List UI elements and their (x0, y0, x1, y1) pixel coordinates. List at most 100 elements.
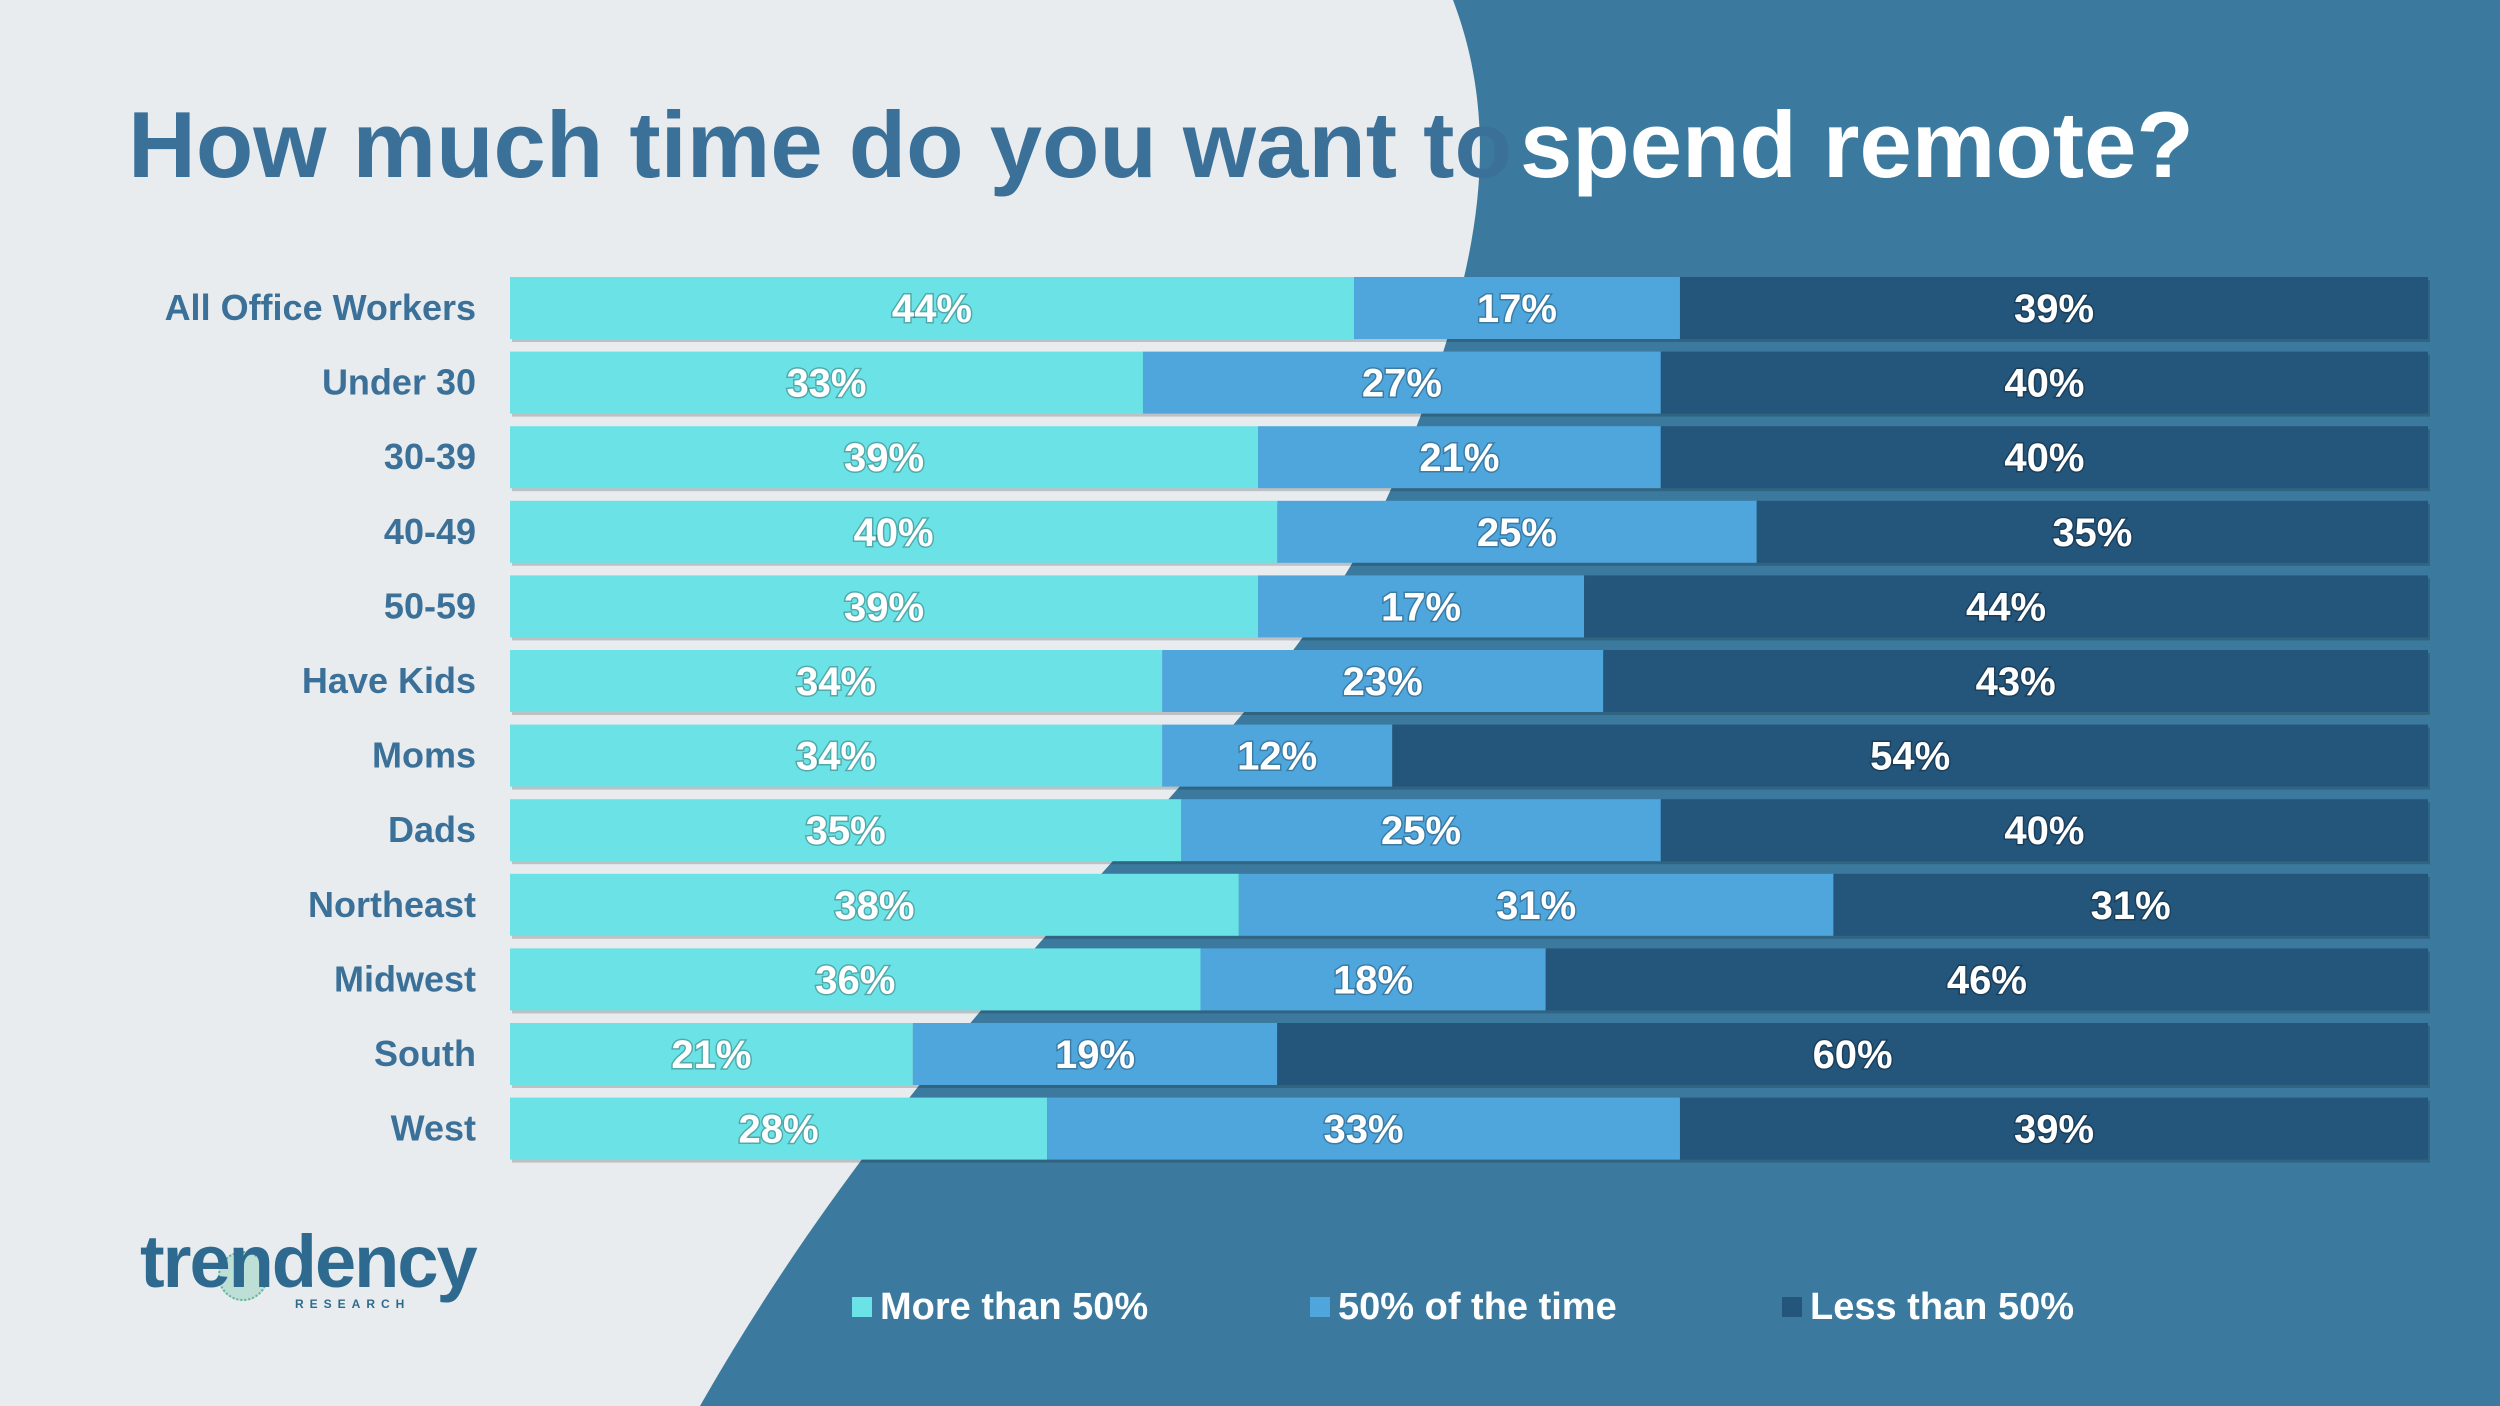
category-label-moms: Moms (372, 735, 476, 776)
legend-label-more-than-50: More than 50% (880, 1286, 1149, 1328)
bar-segment-have-kids-series-2 (1603, 650, 2428, 712)
bar-segment-west-series-0 (510, 1097, 1048, 1160)
chart-title-part1: How much time do you want to (128, 92, 1512, 197)
data-label-40-49-series-0: 40% (854, 511, 934, 555)
bar-segment-moms-series-0 (510, 724, 1163, 787)
data-label-west-series-2: 39% (2014, 1108, 2094, 1152)
bar-segment-west-series-1 (1047, 1097, 1680, 1160)
data-label-moms-series-0: 34% (796, 735, 876, 779)
data-label-50-59-series-1: 17% (1381, 585, 1461, 629)
bar-segment-under-30-series-0 (510, 351, 1143, 414)
data-label-west-series-1: 33% (1323, 1108, 1403, 1152)
bar-segment-30-39-series-1 (1258, 426, 1661, 489)
data-label-under-30-series-0: 33% (786, 362, 866, 406)
bar-segment-northeast-series-1 (1238, 873, 1834, 936)
data-label-south-series-0: 21% (671, 1033, 751, 1077)
data-label-moms-series-2: 54% (1870, 735, 1950, 779)
chart-title-part2: spend remote? (1520, 92, 2194, 197)
category-label-south: South (374, 1033, 476, 1074)
data-label-30-39-series-0: 39% (844, 436, 924, 480)
category-label-under-30: Under 30 (322, 362, 476, 403)
legend-swatch-fifty-percent (1310, 1297, 1330, 1317)
data-label-northeast-series-1: 31% (1496, 884, 1576, 928)
data-label-all-office-workers-series-2: 39% (2014, 287, 2094, 331)
chart-legend: More than 50% 50% of the time Less than … (0, 1288, 2500, 1328)
bar-segment-midwest-series-1 (1200, 948, 1546, 1011)
category-label-midwest: Midwest (334, 958, 476, 999)
chart-rows: All Office Workers 44% 17% 39% Under 30 33% 27… (165, 277, 2430, 1163)
bar-segment-40-49-series-0 (510, 500, 1278, 563)
bar-segment-50-59-series-2 (1584, 575, 2428, 638)
data-label-40-49-series-1: 25% (1477, 511, 1557, 555)
data-label-south-series-2: 60% (1813, 1033, 1893, 1077)
legend-item-more-than-50: More than 50% (852, 1288, 1148, 1326)
bar-segment-have-kids-series-1 (1162, 650, 1604, 712)
category-label-west: West (391, 1108, 476, 1149)
legend-swatch-more-than-50 (852, 1297, 872, 1317)
data-label-west-series-0: 28% (738, 1108, 818, 1152)
bar-segment-40-49-series-1 (1277, 500, 1757, 563)
data-label-midwest-series-1: 18% (1333, 958, 1413, 1002)
bar-segment-dads-series-1 (1181, 799, 1661, 862)
legend-label-fifty-percent: 50% of the time (1338, 1286, 1617, 1328)
data-label-under-30-series-1: 27% (1362, 362, 1442, 406)
bar-segment-40-49-series-2 (1756, 500, 2428, 563)
bar-segment-all-office-workers-series-0 (510, 277, 1354, 339)
data-label-have-kids-series-2: 43% (1976, 660, 2056, 704)
logo-subtitle: RESEARCH (295, 1297, 411, 1311)
bar-segment-all-office-workers-series-2 (1679, 277, 2428, 339)
bar-segment-50-59-series-1 (1258, 575, 1585, 638)
bar-segment-under-30-series-1 (1142, 351, 1661, 414)
legend-swatch-less-than-50 (1782, 1297, 1802, 1317)
trendency-logo: trendency RESEARCH (140, 1225, 480, 1315)
category-label-have-kids: Have Kids (302, 660, 476, 701)
data-label-40-49-series-2: 35% (2052, 511, 2132, 555)
bar-segment-50-59-series-0 (510, 575, 1259, 638)
bar-segment-30-39-series-2 (1660, 426, 2428, 489)
data-label-under-30-series-2: 40% (2004, 362, 2084, 406)
logo-wordmark: trendency (140, 1220, 478, 1303)
bar-segment-midwest-series-0 (510, 948, 1201, 1011)
bar-segment-30-39-series-0 (510, 426, 1259, 489)
data-label-have-kids-series-0: 34% (796, 660, 876, 704)
data-label-50-59-series-2: 44% (1966, 585, 2046, 629)
data-label-50-59-series-0: 39% (844, 585, 924, 629)
data-label-northeast-series-2: 31% (2091, 884, 2171, 928)
data-label-midwest-series-2: 46% (1947, 958, 2027, 1002)
data-label-dads-series-2: 40% (2004, 809, 2084, 853)
data-label-30-39-series-2: 40% (2004, 436, 2084, 480)
data-label-south-series-1: 19% (1055, 1033, 1135, 1077)
bar-segment-moms-series-1 (1162, 724, 1393, 787)
bar-segment-south-series-0 (510, 1023, 913, 1085)
bar-segment-midwest-series-2 (1545, 948, 2428, 1011)
category-label-all-office-workers: All Office Workers (165, 287, 476, 328)
bar-segment-south-series-2 (1277, 1023, 2428, 1085)
bar-segment-northeast-series-2 (1833, 873, 2428, 936)
bar-segment-have-kids-series-0 (510, 650, 1163, 712)
bar-segment-all-office-workers-series-1 (1353, 277, 1680, 339)
bar-segment-northeast-series-0 (510, 873, 1239, 936)
data-label-dads-series-0: 35% (806, 809, 886, 853)
data-label-northeast-series-0: 38% (834, 884, 914, 928)
legend-item-fifty-percent: 50% of the time (1310, 1288, 1617, 1326)
data-label-all-office-workers-series-1: 17% (1477, 287, 1557, 331)
bar-segment-south-series-1 (912, 1023, 1278, 1085)
data-label-all-office-workers-series-0: 44% (892, 287, 972, 331)
bar-segment-dads-series-0 (510, 799, 1182, 862)
legend-label-less-than-50: Less than 50% (1810, 1286, 2074, 1328)
logo-dot-circle (218, 1251, 268, 1301)
data-label-30-39-series-1: 21% (1419, 436, 1499, 480)
data-label-moms-series-1: 12% (1237, 735, 1317, 779)
category-label-40-49: 40-49 (384, 511, 476, 552)
data-label-dads-series-1: 25% (1381, 809, 1461, 853)
category-label-northeast: Northeast (308, 884, 476, 925)
data-label-midwest-series-0: 36% (815, 958, 895, 1002)
bar-segment-dads-series-2 (1660, 799, 2428, 862)
category-label-30-39: 30-39 (384, 436, 476, 477)
category-label-50-59: 50-59 (384, 585, 476, 626)
data-label-have-kids-series-1: 23% (1343, 660, 1423, 704)
legend-item-less-than-50: Less than 50% (1782, 1288, 2074, 1326)
bar-segment-moms-series-2 (1392, 724, 2428, 787)
bar-segment-west-series-2 (1679, 1097, 2428, 1160)
